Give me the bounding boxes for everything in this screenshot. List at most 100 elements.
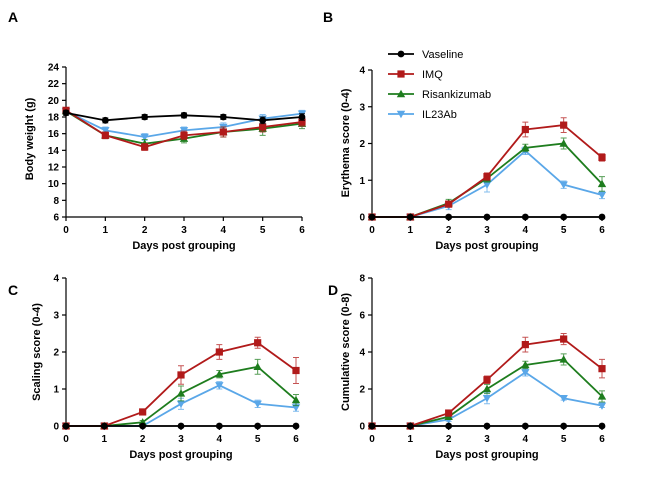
data-point <box>254 339 262 347</box>
data-point <box>560 422 568 430</box>
y-axis-title: Body weight (g) <box>24 97 36 180</box>
x-tick-label: 5 <box>255 434 261 445</box>
x-tick-label: 0 <box>63 225 69 236</box>
chart-panel-b: 0 1 2 3 4 5 6 0 1 2 3 4 Days post grouping Erythema s… <box>340 66 607 252</box>
y-tick-label: 18 <box>48 113 60 124</box>
x-tick-label: 3 <box>484 434 490 445</box>
x-tick-label: 1 <box>102 434 108 445</box>
legend-marker <box>397 70 405 78</box>
legend-label: IMQ <box>422 69 443 81</box>
x-tick-label: 4 <box>217 434 223 445</box>
y-tick-label: 16 <box>48 129 60 140</box>
data-point <box>368 422 376 430</box>
y-tick-label: 3 <box>53 311 59 322</box>
data-point <box>140 133 149 142</box>
y-tick-label: 20 <box>48 96 60 107</box>
series-vaseline <box>368 213 606 221</box>
x-tick-label: 3 <box>178 434 184 445</box>
data-point <box>219 128 227 136</box>
data-point <box>598 213 606 221</box>
x-tick-label: 0 <box>369 225 375 236</box>
data-point <box>215 348 223 356</box>
data-point <box>559 355 568 363</box>
x-tick-label: 6 <box>599 225 605 236</box>
x-tick-label: 1 <box>408 225 414 236</box>
y-tick-label: 1 <box>53 385 59 396</box>
chart-panel-c: 0 1 2 3 4 5 6 0 1 2 3 4 Days post grouping Scaling sc… <box>31 274 301 461</box>
x-tick-label: 5 <box>561 225 567 236</box>
y-tick-label: 2 <box>359 385 365 396</box>
x-tick-label: 6 <box>299 225 305 236</box>
y-tick-label: 22 <box>48 79 60 90</box>
legend-label: IL23Ab <box>422 109 457 121</box>
y-axis-title: Erythema score (0-4) <box>340 88 352 197</box>
data-point <box>521 125 529 134</box>
data-point <box>445 409 453 417</box>
legend: Vaseline IMQ Risankizumab IL23Ab <box>388 49 491 121</box>
y-axis-title: Cumulative score (0-8) <box>340 293 352 411</box>
data-point <box>598 422 606 430</box>
x-axis-title: Days post grouping <box>132 240 235 252</box>
y-tick-label: 0 <box>53 422 59 433</box>
y-tick-label: 12 <box>48 163 60 174</box>
data-point <box>101 131 109 139</box>
data-point <box>100 422 108 430</box>
y-tick-label: 8 <box>53 196 59 207</box>
series-imq <box>368 117 606 221</box>
data-point <box>521 360 530 369</box>
y-tick-label: 0 <box>359 213 365 224</box>
x-tick-label: 3 <box>484 225 490 236</box>
legend-marker <box>397 50 405 58</box>
data-point <box>62 109 70 117</box>
series-vaseline <box>368 422 606 430</box>
data-point <box>559 139 568 147</box>
data-point <box>483 172 491 181</box>
data-point <box>560 213 568 221</box>
data-point <box>521 369 530 377</box>
series-line <box>372 124 603 218</box>
data-point <box>180 131 188 139</box>
series-imq <box>62 336 300 430</box>
y-tick-label: 4 <box>53 274 59 285</box>
x-tick-label: 4 <box>523 434 529 445</box>
legend-marker <box>396 89 406 98</box>
data-point <box>559 395 568 403</box>
data-point <box>259 123 267 131</box>
y-tick-label: 24 <box>48 63 60 74</box>
data-point <box>445 213 453 221</box>
data-point <box>176 400 186 408</box>
x-axis-title: Days post grouping <box>435 240 538 252</box>
x-tick-label: 0 <box>369 434 375 445</box>
panel-letter-a: A <box>8 9 18 25</box>
y-tick-label: 2 <box>359 139 365 150</box>
x-tick-label: 1 <box>408 434 414 445</box>
chart-panel-d: 0 1 2 3 4 5 6 0 2 4 6 8 Days post grouping Cumulative… <box>340 274 607 461</box>
data-point <box>597 392 607 400</box>
data-point <box>559 181 568 189</box>
series-il23ab <box>367 146 607 222</box>
data-point <box>291 395 301 404</box>
data-point <box>406 422 414 430</box>
data-point <box>482 181 492 189</box>
x-tick-label: 6 <box>599 434 605 445</box>
data-point <box>253 362 262 370</box>
x-axis-title: Days post grouping <box>129 449 232 461</box>
data-point <box>482 395 492 403</box>
data-point <box>598 153 606 162</box>
data-point <box>560 335 568 343</box>
data-point <box>259 116 267 124</box>
panel-letter-b: B <box>323 9 333 25</box>
x-tick-label: 5 <box>561 434 567 445</box>
legend-marker <box>396 110 406 119</box>
y-tick-label: 8 <box>359 274 365 285</box>
x-tick-label: 2 <box>140 434 146 445</box>
legend-item: IMQ <box>388 69 443 81</box>
data-point <box>253 400 262 408</box>
series-risankizumab <box>367 353 607 430</box>
legend-item: Vaseline <box>388 49 463 61</box>
panel-letter-d: D <box>328 282 338 298</box>
legend-item: IL23Ab <box>388 109 457 121</box>
data-point <box>560 121 568 129</box>
series-imq <box>368 333 606 430</box>
